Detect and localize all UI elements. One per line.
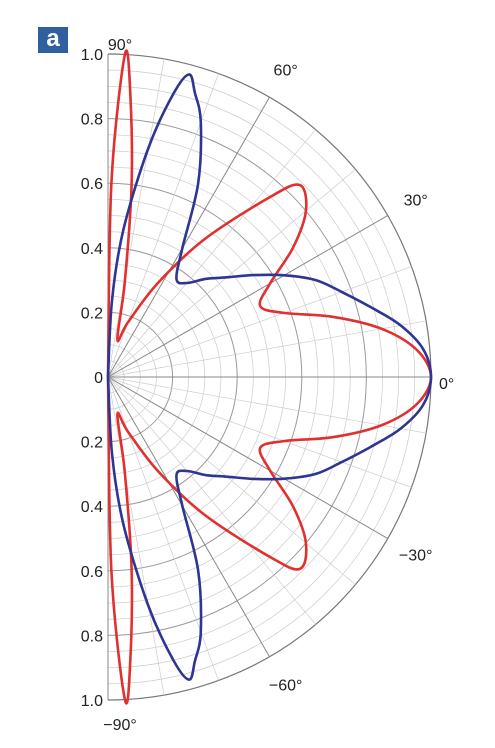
angle-tick-label: 0° <box>439 376 454 393</box>
angle-tick-label: −60° <box>269 678 303 695</box>
radial-tick-label: 0.2 <box>81 435 103 452</box>
minor-grid-spoke <box>107 376 165 696</box>
panel-label: a <box>38 27 68 53</box>
major-grid-spoke <box>107 376 270 657</box>
radial-tick-label: 1.0 <box>81 47 103 64</box>
minor-grid-spoke <box>107 169 356 378</box>
radial-tick-label: 0.6 <box>81 564 103 581</box>
grid <box>107 53 432 701</box>
angle-tick-label: −30° <box>399 548 433 565</box>
minor-grid-spoke <box>107 376 316 625</box>
angle-tick-label: −90° <box>103 717 137 734</box>
major-grid-spoke <box>107 215 388 378</box>
radial-tick-label: 0.8 <box>81 112 103 129</box>
series-curve-2 <box>106 73 433 681</box>
radial-tick-label: 0 <box>94 370 103 387</box>
minor-grid-spoke <box>107 376 427 434</box>
radial-tick-label: 0.2 <box>81 305 103 322</box>
angle-tick-label: 90° <box>108 37 132 54</box>
minor-grid-spoke <box>107 376 356 585</box>
radial-tick-label: 0.8 <box>81 628 103 645</box>
minor-grid-spoke <box>107 58 165 378</box>
radial-tick-label: 1.0 <box>81 693 103 710</box>
series-layer <box>106 49 433 705</box>
radial-tick-label: 0.4 <box>81 241 103 258</box>
angle-tick-label: 30° <box>404 192 428 209</box>
major-grid-spoke <box>107 376 388 539</box>
tick-labels: 1.0 0.8 0.6 0.4 0.2 0 0.2 0.4 0.6 0.8 1.0 90° 60° 30°… <box>81 37 455 734</box>
minor-grid-spoke <box>107 129 316 378</box>
minor-grid-spoke <box>107 320 427 378</box>
minor-grid-spoke <box>107 266 412 378</box>
angle-tick-label: 60° <box>274 62 298 79</box>
radial-tick-label: 0.4 <box>81 499 103 516</box>
major-grid-spoke <box>107 97 270 378</box>
radial-tick-label: 0.6 <box>81 176 103 193</box>
minor-grid-spoke <box>107 376 412 488</box>
